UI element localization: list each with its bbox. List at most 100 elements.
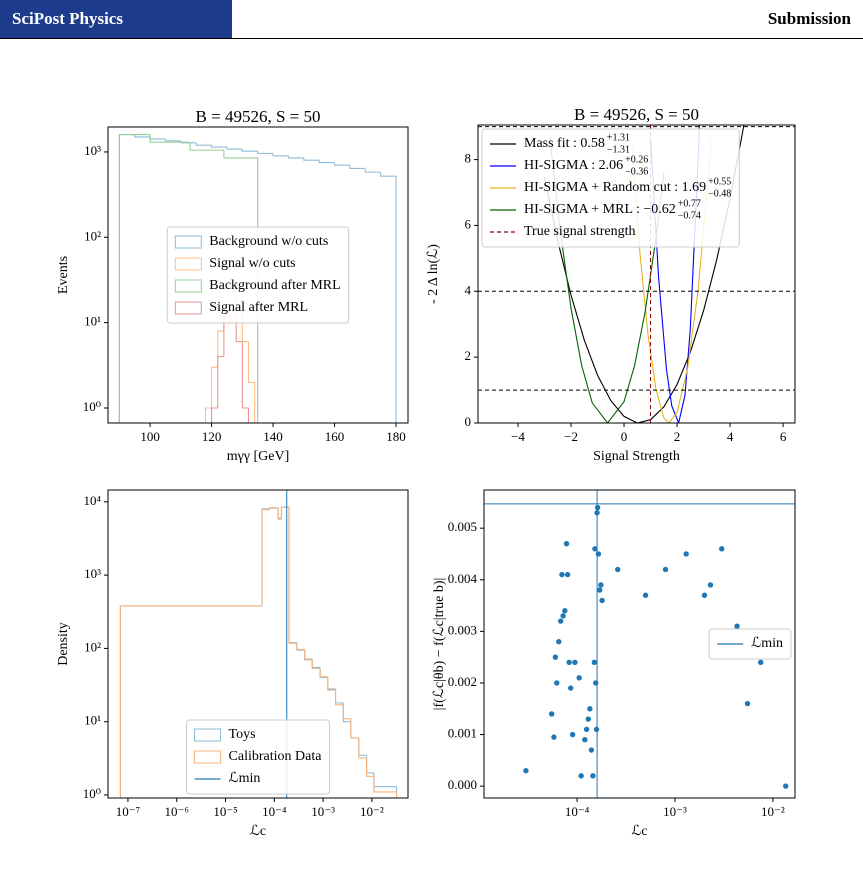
scatter-point xyxy=(587,706,593,712)
legend-box xyxy=(186,719,330,795)
histogram-bin xyxy=(189,142,224,151)
legend: ℒmin xyxy=(708,628,792,660)
histogram-bin xyxy=(334,690,344,706)
histogram-bin xyxy=(261,509,270,606)
scatter-point xyxy=(590,773,596,779)
x-tick-label: 10⁻⁴ xyxy=(565,804,590,819)
legend-box xyxy=(481,128,740,248)
histogram-bin xyxy=(342,704,351,720)
histogram-bin xyxy=(235,315,243,343)
histogram-bin xyxy=(247,341,256,423)
x-tick-label: 10⁻⁷ xyxy=(116,804,140,819)
legend-swatch xyxy=(194,728,222,742)
histogram-bin xyxy=(296,643,305,650)
histogram-bin xyxy=(373,776,398,798)
scatter-point xyxy=(582,737,588,743)
histogram-bin xyxy=(333,162,350,166)
scatter-point xyxy=(560,613,566,619)
scatter-point xyxy=(598,582,604,588)
y-tick-label: 2 xyxy=(465,348,472,363)
y-tick-label: 10² xyxy=(84,228,101,243)
legend-label: Background w/o cuts xyxy=(209,234,328,249)
histogram-bin xyxy=(257,151,274,155)
y-tick-label: 10³ xyxy=(84,566,101,581)
axes-frame xyxy=(107,489,409,799)
legend-error-down: −1.31 xyxy=(607,144,630,155)
histogram-bin xyxy=(318,160,335,164)
scatter-point xyxy=(562,608,568,614)
y-tick-label: 6 xyxy=(465,216,472,231)
legend: Toys Calibration Data ℒmin xyxy=(186,719,330,795)
legend-label: Background after MRL xyxy=(209,278,340,293)
legend-label: HI-SIGMA + MRL : −0.62 xyxy=(524,202,676,217)
histogram-bin xyxy=(304,650,313,661)
histogram-bin xyxy=(364,168,381,173)
histogram-bin xyxy=(241,341,250,423)
histogram-bin xyxy=(217,356,224,408)
histogram-bin xyxy=(261,508,270,606)
y-tick-label: 8 xyxy=(465,151,472,166)
plot-area xyxy=(484,490,795,798)
y-tick-label: 0.005 xyxy=(448,519,477,534)
scatter-point xyxy=(576,675,582,681)
x-tick-label: 10⁻² xyxy=(761,804,785,819)
histogram-bin xyxy=(303,157,320,161)
histogram-bin xyxy=(334,688,344,704)
histogram-bin xyxy=(311,658,321,670)
histogram-bin xyxy=(118,133,151,423)
scatter-point xyxy=(563,540,570,547)
histogram-bin xyxy=(211,407,218,423)
histogram-bin xyxy=(288,507,297,644)
scatter-point xyxy=(599,597,605,604)
scatter-point xyxy=(591,659,598,666)
x-tick-label: 10⁻⁶ xyxy=(165,804,189,819)
x-tick-label: 180 xyxy=(386,429,406,444)
x-axis-label: Signal Strength xyxy=(593,449,680,464)
legend-error-up: +0.55 xyxy=(708,176,731,187)
scatter-point xyxy=(662,566,669,573)
y-tick-label: 10² xyxy=(84,639,101,654)
y-axis-label: |f(ℒc|θb) − f(ℒc|true b)| xyxy=(432,578,447,711)
scatter-point xyxy=(585,716,591,722)
y-tick-label: 0.002 xyxy=(448,674,477,689)
histogram-bin xyxy=(180,140,197,144)
curve xyxy=(631,140,713,423)
y-tick-label: 0.001 xyxy=(448,726,477,741)
histogram-bin xyxy=(149,136,166,140)
axes-frame xyxy=(477,124,796,424)
axes-frame xyxy=(483,489,796,799)
scatter-point xyxy=(583,726,590,733)
chart-title: B = 49526, S = 50 xyxy=(574,105,699,124)
scatter-point xyxy=(548,711,555,717)
scatter-point xyxy=(557,618,564,624)
legend-label: ℒmin xyxy=(751,636,783,651)
x-tick-label: 6 xyxy=(780,429,787,444)
histogram-bin xyxy=(358,737,367,756)
y-tick-label: 10⁰ xyxy=(83,786,101,801)
scatter-point xyxy=(523,767,529,774)
scatter-point xyxy=(593,680,599,686)
y-tick-label: 10⁰ xyxy=(83,399,101,414)
scatter-point xyxy=(552,654,559,660)
scatter-point xyxy=(595,551,602,557)
legend-label: Toys xyxy=(229,727,256,742)
histogram-bin xyxy=(349,165,366,170)
histogram-bin xyxy=(280,506,289,519)
scatter-point xyxy=(683,551,689,557)
histogram-bin xyxy=(223,322,231,357)
x-tick-label: −2 xyxy=(564,429,578,444)
histogram-bin xyxy=(366,757,374,777)
scatter-point xyxy=(566,659,572,666)
y-tick-label: 0.000 xyxy=(448,777,477,792)
y-axis-label: - 2 Δ ln(ℒ) xyxy=(426,244,441,304)
histogram-bin xyxy=(350,721,359,739)
legend-label: True signal strength xyxy=(524,224,635,239)
scatter-point xyxy=(615,566,621,573)
y-tick-label: 10¹ xyxy=(84,314,101,329)
histogram-bin xyxy=(287,155,304,159)
legend-box xyxy=(166,226,350,324)
histogram-bin xyxy=(164,138,181,142)
x-tick-label: 140 xyxy=(263,429,283,444)
x-tick-label: 2 xyxy=(674,429,681,444)
